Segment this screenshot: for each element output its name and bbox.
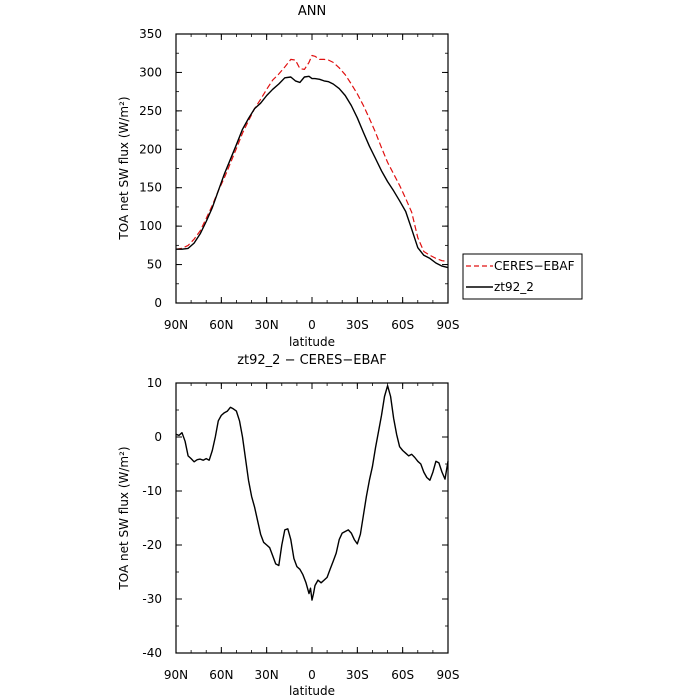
- bottom-chart-y-tick-label: -30: [142, 592, 162, 606]
- bottom-chart-ticks: 90N 60N 30N 0 30S 60S 90S -40 -30 -20 -10 0 10: [142, 376, 459, 682]
- bottom-chart-y-tick-label: 0: [154, 430, 162, 444]
- bottom-chart-x-tick-label: 90S: [437, 668, 460, 682]
- top-chart-x-tick-label: 60N: [209, 318, 233, 332]
- top-chart-y-tick-label: 0: [154, 296, 162, 310]
- top-chart-title: ANN: [298, 4, 326, 19]
- bottom-chart-y-tick-label: 10: [147, 376, 162, 390]
- bottom-chart-x-tick-label: 90N: [164, 668, 188, 682]
- top-chart-y-tick-label: 100: [139, 219, 162, 233]
- top-chart-series: [175, 54, 449, 269]
- bottom-chart-x-tick-label: 30N: [255, 668, 279, 682]
- top-chart-y-tick-label: 300: [139, 65, 162, 79]
- bottom-chart-y-tick-label: -40: [142, 646, 162, 660]
- top-chart-x-tick-label: 30S: [346, 318, 369, 332]
- bottom-chart-x-tick-label: 30S: [346, 668, 369, 682]
- top-chart-x-tick-label: 90S: [437, 318, 460, 332]
- bottom-chart-x-axis-label: latitude: [289, 684, 335, 698]
- top-chart-x-tick-label: 90N: [164, 318, 188, 332]
- bottom-chart-x-tick-label: 60N: [209, 668, 233, 682]
- bottom-chart-y-tick-label: -10: [142, 484, 162, 498]
- top-chart-y-tick-label: 150: [139, 181, 162, 195]
- bottom-chart-plot-frame: [175, 382, 449, 654]
- top-chart-ticks: 90N 60N 30N 0 30S 60S 90S 0 50 100 150 200 250 300 350: [139, 27, 459, 332]
- top-chart-y-tick-label: 350: [139, 27, 162, 41]
- top-chart-series-ceres-ebaf: [175, 54, 449, 263]
- top-chart-series-zt92-2: [176, 75, 449, 269]
- top-chart-x-axis-label: latitude: [289, 335, 335, 349]
- legend-label-zt92-2: zt92_2: [494, 280, 534, 294]
- bottom-chart-series: [175, 385, 449, 601]
- legend-box: [462, 253, 583, 300]
- bottom-chart: zt92_2 − CERES−EBAF 90N 60N 30N 0 30S 60S 90S -…: [117, 353, 459, 698]
- legend-label-ceres-ebaf: CERES−EBAF: [494, 259, 575, 273]
- bottom-chart-x-tick-label: 60S: [391, 668, 414, 682]
- legend: CERES−EBAF zt92_2: [462, 253, 583, 300]
- top-chart-y-tick-label: 200: [139, 142, 162, 156]
- bottom-chart-x-tick-label: 0: [308, 668, 316, 682]
- bottom-chart-series-line-1: [175, 385, 449, 601]
- top-chart-plot-frame: [175, 33, 449, 304]
- bottom-chart-title: zt92_2 − CERES−EBAF: [237, 353, 387, 368]
- top-chart-x-tick-label: 60S: [391, 318, 414, 332]
- top-chart-x-tick-label: 30N: [255, 318, 279, 332]
- bottom-chart-y-tick-label: -20: [142, 538, 162, 552]
- top-chart-y-axis-label: TOA net SW flux (W/m²): [117, 96, 131, 240]
- top-chart-y-tick-label: 50: [147, 258, 162, 272]
- top-chart-x-tick-label: 0: [308, 318, 316, 332]
- bottom-chart-y-axis-label: TOA net SW flux (W/m²): [117, 446, 131, 590]
- top-chart-y-tick-label: 250: [139, 104, 162, 118]
- top-chart: ANN 90N 60N 30N 0 30S 60S 90S 0 50 100 150 200 250 30…: [117, 4, 583, 349]
